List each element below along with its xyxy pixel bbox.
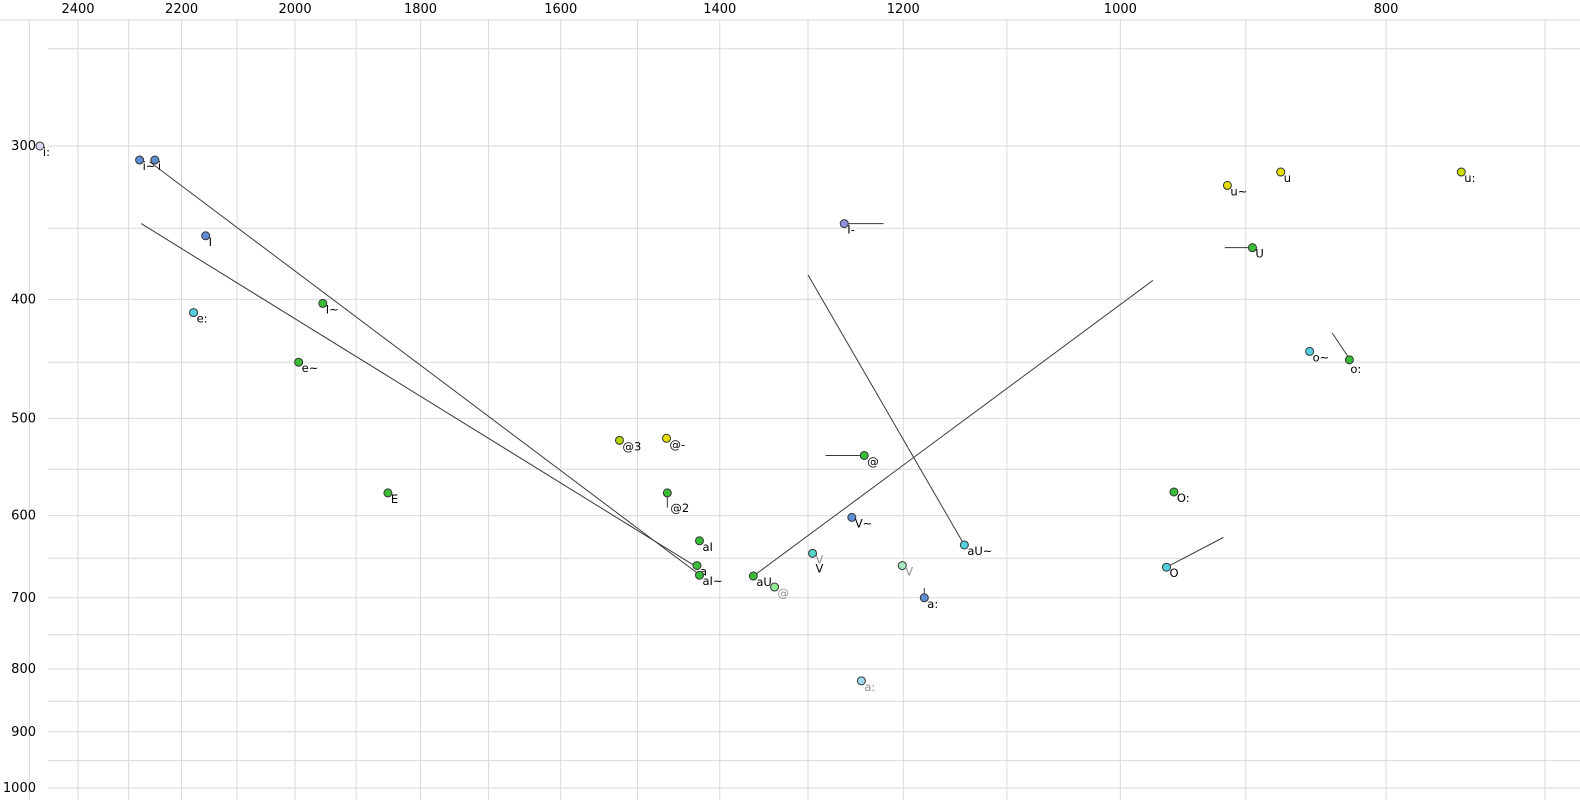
- vowel-label: a:: [927, 597, 938, 611]
- x-tick-label: 1400: [703, 2, 736, 17]
- trajectory-line: [807, 274, 965, 546]
- x-tick-label: 1600: [544, 2, 577, 17]
- x-tick-label: 2400: [61, 2, 94, 17]
- vowel-label: o~: [1313, 350, 1330, 364]
- vowel-point: [695, 570, 705, 580]
- vowel-point: [1344, 355, 1354, 365]
- vowel-label: O: [1169, 566, 1178, 580]
- vowel-point: [201, 231, 211, 241]
- vowel-point: [662, 433, 672, 443]
- vowel-point: [748, 571, 758, 581]
- x-tick-label: 1200: [887, 2, 920, 17]
- vowel-point: [1169, 487, 1179, 497]
- vowel-point: [692, 561, 702, 571]
- vowel-label: aI: [703, 540, 713, 554]
- vowel-label: I-: [847, 223, 855, 237]
- vowel-label: e:: [197, 312, 208, 326]
- vowel-point: [318, 298, 328, 308]
- vowel-point: [614, 435, 624, 445]
- vowel-point: [847, 512, 857, 522]
- vowel-label: V~: [855, 516, 873, 530]
- vowel-label: i: [158, 159, 161, 173]
- vowel-label: @2: [670, 501, 689, 515]
- vowel-point: [897, 561, 907, 571]
- vowel-point: [859, 450, 869, 460]
- vowel-point: [919, 593, 929, 603]
- vowel-point: [959, 540, 969, 550]
- trajectory-line: [149, 161, 702, 577]
- vowel-point: [1247, 243, 1257, 253]
- vowel-point: [1222, 180, 1232, 190]
- vowel-point: [770, 582, 780, 592]
- y-tick-label: 1000: [3, 781, 36, 796]
- vowel-label: aI~: [703, 574, 723, 588]
- trajectory-line: [140, 223, 698, 568]
- vowel-point: [383, 488, 393, 498]
- vowel-point: [662, 488, 672, 498]
- y-tick-label: 800: [11, 662, 36, 677]
- vowel-label: I~: [326, 302, 339, 316]
- vowel-label: V: [816, 552, 824, 566]
- y-tick-label: 400: [11, 292, 36, 307]
- vowel-point: [808, 548, 818, 558]
- vowel-label: aU: [756, 575, 771, 589]
- vowel-label: u:: [1464, 171, 1475, 185]
- x-tick-label: 2000: [279, 2, 312, 17]
- vowel-point: [1305, 346, 1315, 356]
- vowel-point: [856, 676, 866, 686]
- vowel-label: @: [867, 454, 879, 468]
- vowel-label: e~: [302, 361, 319, 375]
- vowel-label: V: [905, 565, 913, 579]
- x-tick-label: 1800: [404, 2, 437, 17]
- vowel-label: @: [778, 586, 790, 600]
- x-tick-label: 800: [1374, 2, 1399, 17]
- vowel-label: O:: [1177, 491, 1190, 505]
- vowel-point: [1456, 167, 1466, 177]
- vowel-point: [150, 155, 160, 165]
- trajectory-line: [1331, 332, 1350, 359]
- vowel-point: [1276, 167, 1286, 177]
- x-tick-label: 1000: [1104, 2, 1137, 17]
- vowel-label: aU~: [967, 544, 992, 558]
- vowel-point: [294, 357, 304, 367]
- vowel-label: a: [700, 565, 707, 579]
- trajectory-line: [1166, 536, 1224, 568]
- vowel-point: [35, 141, 45, 151]
- x-tick-label: 2200: [165, 2, 198, 17]
- trajectory-line: [753, 280, 1154, 577]
- y-tick-label: 600: [11, 509, 36, 524]
- vowel-label: u: [1284, 171, 1291, 185]
- vowel-label: U: [1255, 247, 1263, 261]
- vowel-label: u~: [1230, 184, 1247, 198]
- y-tick-label: 300: [11, 139, 36, 154]
- vowel-label: @-: [670, 437, 686, 451]
- vowel-label: E: [391, 492, 398, 506]
- vowel-label: i:: [43, 145, 50, 159]
- y-tick-label: 500: [11, 411, 36, 426]
- vowel-point: [135, 155, 145, 165]
- vowel-point: [839, 219, 849, 229]
- vowel-label: @3: [622, 439, 641, 453]
- vowel-point: [1161, 562, 1171, 572]
- vowel-label: V: [816, 561, 824, 575]
- vowel-label: I: [209, 235, 212, 249]
- vowel-point: [695, 536, 705, 546]
- y-tick-label: 900: [11, 725, 36, 740]
- vowel-point: [189, 308, 199, 318]
- vowel-label: a:: [864, 680, 875, 694]
- vowel-label: o:: [1350, 362, 1361, 376]
- y-tick-label: 700: [11, 591, 36, 606]
